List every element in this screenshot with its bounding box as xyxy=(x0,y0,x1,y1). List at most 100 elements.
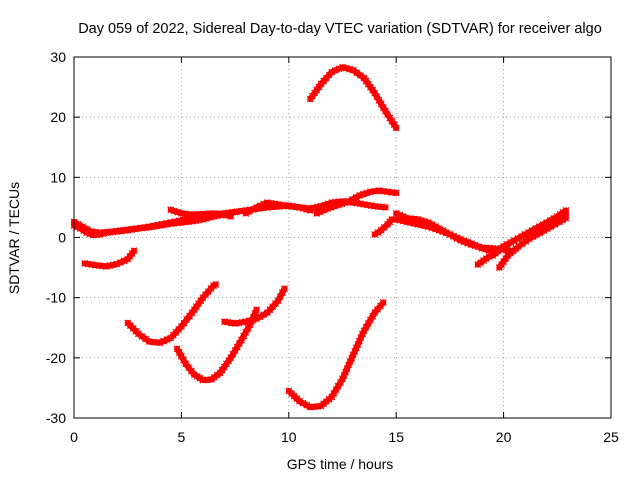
data-point-marker xyxy=(83,225,91,233)
data-point-marker xyxy=(225,357,233,365)
data-point-marker xyxy=(392,209,400,217)
data-point-marker xyxy=(386,114,394,122)
data-point-marker xyxy=(467,240,475,247)
series-line xyxy=(242,198,389,217)
data-point-marker xyxy=(482,255,490,263)
data-point-marker xyxy=(278,289,286,297)
data-point-marker xyxy=(242,328,250,336)
x-tick-label: 25 xyxy=(603,429,619,445)
data-point-marker xyxy=(507,239,515,246)
series-arc-u-3 xyxy=(285,299,387,411)
data-point-marker xyxy=(366,316,374,324)
data-point-marker xyxy=(332,386,340,394)
data-point-marker xyxy=(371,89,379,97)
data-point-marker xyxy=(457,235,465,243)
y-tick-label: -30 xyxy=(46,410,66,426)
data-point-marker xyxy=(510,237,518,244)
tick-marks xyxy=(73,56,612,419)
x-tick-label: 10 xyxy=(281,429,297,445)
data-point-marker xyxy=(260,200,268,208)
y-axis-label: SDTVAR / TECUs xyxy=(6,182,22,294)
data-point-marker xyxy=(442,229,450,237)
data-point-marker xyxy=(260,311,268,319)
data-point-marker xyxy=(364,320,372,327)
series-arc-late-d xyxy=(495,214,570,272)
series-arc-peak xyxy=(306,63,400,132)
data-point-marker xyxy=(528,227,536,234)
data-point-marker xyxy=(369,312,377,320)
data-point-marker xyxy=(117,258,124,266)
data-point-marker xyxy=(353,69,361,77)
data-point-marker xyxy=(331,66,339,74)
data-point-marker xyxy=(313,209,321,217)
data-point-marker xyxy=(474,261,482,269)
series-arc-u-2 xyxy=(173,306,261,384)
data-point-marker xyxy=(156,339,164,347)
data-point-marker xyxy=(216,369,224,377)
data-point-marker xyxy=(357,334,365,342)
chart-title: Day 059 of 2022, Sidereal Day-to-day VTE… xyxy=(78,21,602,37)
data-point-marker xyxy=(316,208,324,216)
series-group xyxy=(70,63,570,411)
data-point-marker xyxy=(352,344,360,352)
series-arc-u-1 xyxy=(124,281,220,347)
data-point-marker xyxy=(349,351,357,359)
data-point-marker xyxy=(346,358,354,366)
data-point-marker xyxy=(142,335,150,343)
data-point-marker xyxy=(299,399,307,407)
data-point-marker xyxy=(320,206,328,214)
y-tick-label: -10 xyxy=(46,290,66,306)
y-tick-label: 10 xyxy=(50,169,66,185)
data-point-marker xyxy=(515,243,523,250)
data-point-marker xyxy=(212,281,220,288)
data-point-marker xyxy=(160,337,167,345)
data-point-marker xyxy=(163,336,171,344)
data-point-marker xyxy=(377,100,385,108)
data-point-marker xyxy=(435,226,443,234)
data-point-marker xyxy=(371,231,379,238)
data-point-marker xyxy=(328,393,336,401)
series-arc-mid-d xyxy=(313,187,400,217)
data-point-marker xyxy=(503,241,511,248)
data-point-marker xyxy=(342,368,350,376)
data-point-marker xyxy=(477,259,485,267)
data-point-marker xyxy=(180,356,187,364)
data-point-marker xyxy=(354,341,362,348)
data-point-marker xyxy=(374,228,382,236)
data-point-marker xyxy=(471,241,479,249)
data-point-marker xyxy=(535,223,543,231)
data-point-marker xyxy=(173,345,181,353)
data-point-marker xyxy=(244,325,252,332)
data-point-marker xyxy=(362,323,370,331)
series-arc-neg-5 xyxy=(81,247,138,270)
data-point-marker xyxy=(233,343,241,351)
data-point-marker xyxy=(439,228,447,236)
data-point-marker xyxy=(375,96,383,104)
data-point-marker xyxy=(379,299,387,306)
data-point-marker xyxy=(79,223,87,231)
data-point-marker xyxy=(231,347,239,355)
y-tick-label: -20 xyxy=(46,350,66,366)
data-point-marker xyxy=(355,337,363,345)
data-point-marker xyxy=(550,217,558,225)
y-tick-label: 30 xyxy=(50,49,66,65)
data-point-marker xyxy=(195,300,203,308)
data-point-marker xyxy=(227,354,235,362)
data-point-marker xyxy=(249,205,257,213)
data-point-marker xyxy=(240,332,248,340)
data-point-marker xyxy=(392,189,400,197)
data-point-marker xyxy=(253,306,261,314)
data-point-marker xyxy=(256,313,264,321)
data-point-marker xyxy=(330,389,338,397)
data-point-marker xyxy=(521,231,529,238)
data-point-marker xyxy=(373,93,381,101)
data-point-marker xyxy=(134,330,142,338)
y-tick-label: 20 xyxy=(50,109,66,125)
x-tick-label: 5 xyxy=(178,429,186,445)
tick-labels: 0 5 10 15 20 25 -30 -20 -10 0 10 20 30 xyxy=(46,49,619,445)
data-point-marker xyxy=(306,95,314,103)
data-point-marker xyxy=(369,86,377,94)
data-point-marker xyxy=(220,363,228,371)
data-point-marker xyxy=(229,350,237,358)
y-tick-label: 0 xyxy=(58,230,66,246)
